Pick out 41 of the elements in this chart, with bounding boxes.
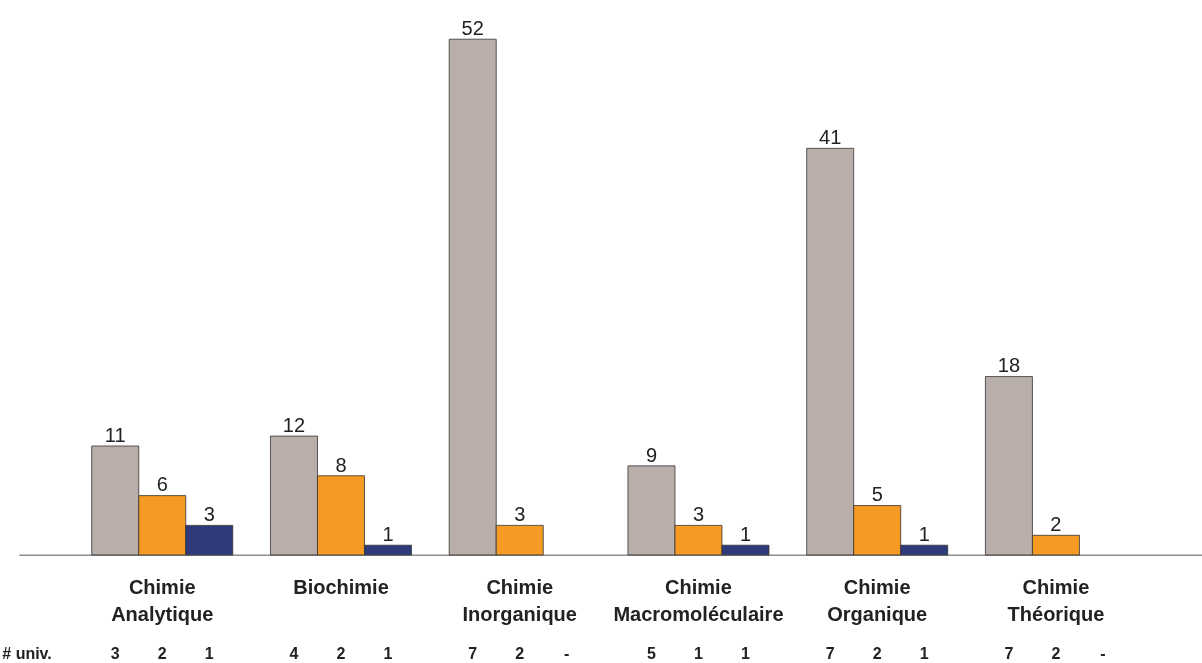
- data-label: 2: [1050, 513, 1062, 536]
- text: 2: [872, 645, 882, 663]
- data-label: 52: [461, 17, 484, 40]
- x-tick-label: Chimie Théorique: [1007, 575, 1105, 626]
- text: 2: [1051, 645, 1061, 663]
- annotation: 1: [382, 523, 394, 546]
- x-tick-label: Chimie Analytique: [111, 575, 214, 626]
- x-tick-label: Chimie Macromoléculaire: [613, 575, 784, 626]
- text: -: [564, 645, 570, 663]
- data-label: 8: [335, 453, 347, 476]
- data-label: 6: [156, 473, 168, 496]
- x-tick-label: Biochimie: [293, 575, 389, 598]
- data-label: 3: [514, 503, 526, 526]
- x-tick-label: Chimie Organique: [827, 575, 928, 626]
- data-label: 12: [282, 413, 306, 436]
- data-label: 11: [104, 423, 126, 446]
- text: 2: [336, 645, 346, 663]
- text: 7: [1004, 645, 1014, 663]
- text: 1: [741, 645, 751, 663]
- data-label: 1: [383, 645, 393, 663]
- data-label: 1: [919, 645, 929, 663]
- text: -: [1100, 645, 1106, 663]
- data-label: 3: [110, 645, 120, 663]
- text: # univ.: [2, 644, 52, 662]
- text: 1: [204, 645, 214, 663]
- annotation: 3: [203, 503, 215, 526]
- data-label: 3: [692, 503, 705, 526]
- data-label: 18: [997, 354, 1021, 377]
- text: 4: [289, 645, 299, 663]
- data-label: 9: [645, 443, 658, 466]
- data-label: 5: [871, 483, 883, 506]
- x-tick-label: Chimie Inorganique: [462, 575, 577, 626]
- annotation: 1: [918, 523, 930, 546]
- data-label: 1: [694, 645, 704, 663]
- data-label: 41: [819, 126, 842, 149]
- text: 5: [647, 645, 657, 663]
- text: 7: [468, 645, 478, 663]
- text: 2: [157, 645, 167, 663]
- annotation: 1: [739, 523, 752, 546]
- text: 7: [825, 645, 835, 663]
- text: 2: [515, 645, 525, 663]
